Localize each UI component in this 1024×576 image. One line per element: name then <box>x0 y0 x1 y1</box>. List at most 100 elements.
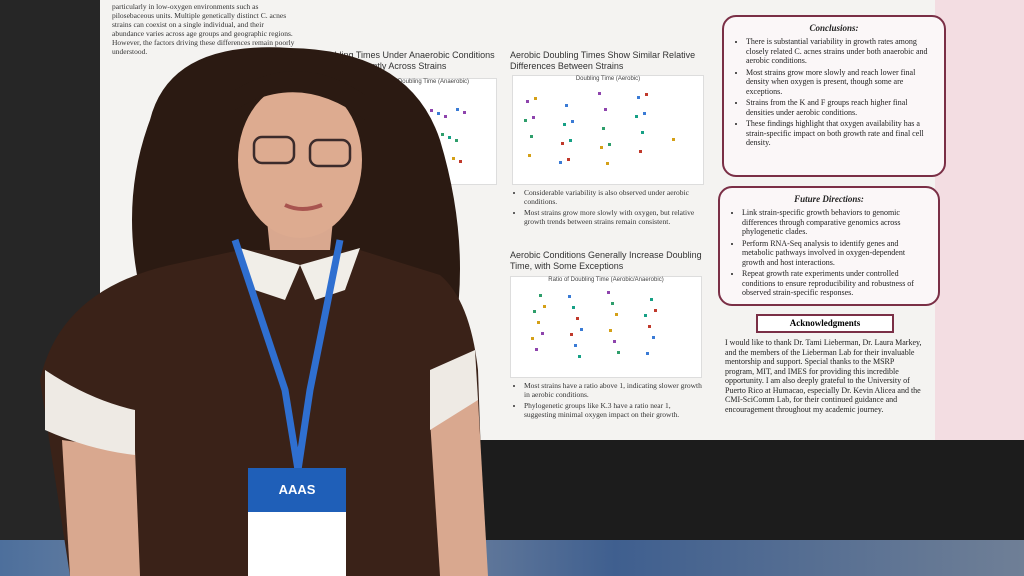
chart-dot <box>463 111 466 114</box>
chart-dot <box>609 329 612 332</box>
glasses <box>308 138 352 168</box>
bullet: Most strains grow more slowly and reach … <box>746 68 934 97</box>
chart-dot <box>459 160 462 163</box>
chart-title: Doubling Time (Anaerobic) <box>397 79 470 85</box>
cuff <box>45 370 135 455</box>
chart-dot <box>643 112 646 115</box>
intro-text: particularly in low-oxygen environments … <box>112 2 295 56</box>
chart-dot <box>602 127 605 130</box>
chart-dot <box>637 96 640 99</box>
cuff <box>430 350 478 430</box>
chart-dot <box>576 317 579 320</box>
chart-dot <box>635 115 638 118</box>
bullet: Most strains grow more slowly with oxyge… <box>524 208 704 226</box>
chart-dot <box>639 150 642 153</box>
panel-title: Doubling Times Under Anaerobic Condition… <box>318 50 495 71</box>
chart-dot <box>611 302 614 305</box>
bullet: Perform RNA-Seq analysis to identify gen… <box>742 239 928 268</box>
bullet-list: Most strains have a ratio above 1, indic… <box>512 381 704 421</box>
chart-dot <box>452 157 455 160</box>
bullet: Phylogenetic groups like K.3 have a rati… <box>524 401 704 419</box>
chart-dot <box>580 328 583 331</box>
acknowledgments-text: I would like to thank Dr. Tami Lieberman… <box>725 338 922 414</box>
neighbor-poster <box>935 0 1024 440</box>
bullet: Strains from the K and F groups reach hi… <box>746 98 934 117</box>
glasses <box>252 135 296 165</box>
chart-dot <box>561 142 564 145</box>
bullet: These findings highlight that oxygen ava… <box>746 119 934 148</box>
chart-dot <box>572 306 575 309</box>
bullet: Link strain-specific growth behaviors to… <box>742 208 928 237</box>
chart-dot <box>574 344 577 347</box>
bullet-list: Considerable variability is also observe… <box>512 188 704 228</box>
chart-dot <box>654 309 657 312</box>
box-title: Conclusions: <box>809 23 859 33</box>
badge-logo: AAAS <box>248 468 346 512</box>
lanyard <box>231 238 344 471</box>
future-box: Future Directions: Link strain-specific … <box>718 186 940 306</box>
chart: Doubling Time (Aerobic) <box>512 75 704 185</box>
panel-title: Aerobic Conditions Generally Increase Do… <box>510 250 702 271</box>
bullet: Repeat growth rate experiments under con… <box>742 269 928 298</box>
chart-dot <box>606 162 609 165</box>
bullet: Considerable variability is also observe… <box>524 188 704 206</box>
chart-dot <box>444 115 447 118</box>
chart-dot <box>524 119 527 122</box>
chart-dot <box>607 291 610 294</box>
chart-dot <box>578 355 581 358</box>
chart-dot <box>645 93 648 96</box>
hair <box>235 71 365 120</box>
bullet: Most strains have a ratio above 1, indic… <box>524 381 704 399</box>
chart-dot <box>646 352 649 355</box>
chart-dot <box>534 97 537 100</box>
chart-dot <box>652 336 655 339</box>
chart-dot <box>531 337 534 340</box>
chart-dot <box>437 112 440 115</box>
chart-dot <box>617 351 620 354</box>
chart: Ratio of Doubling Time (Aerobic/Anaerobi… <box>510 276 702 378</box>
dress <box>40 250 485 576</box>
chart-dot <box>430 109 433 112</box>
chart-dot <box>570 333 573 336</box>
bullet: There is substantial variability in grow… <box>746 37 934 66</box>
chart-dot <box>600 146 603 149</box>
chart-dot <box>563 123 566 126</box>
panel-title: Aerobic Doubling Times Show Similar Rela… <box>510 50 696 71</box>
chart-dot <box>650 298 653 301</box>
chart-dot <box>569 139 572 142</box>
chart-dot <box>448 136 451 139</box>
chart-dot <box>672 138 675 141</box>
chart-title: Ratio of Doubling Time (Aerobic/Anaerobi… <box>548 277 664 283</box>
chart-dot <box>456 108 459 111</box>
conclusions-box: Conclusions: There is substantial variab… <box>722 15 946 177</box>
chart-dot <box>455 139 458 142</box>
chart-title: Doubling Time (Aerobic) <box>575 76 641 82</box>
chart-dot <box>528 154 531 157</box>
chart-dot <box>565 104 568 107</box>
arm <box>430 400 488 576</box>
chart-dot <box>539 294 542 297</box>
chart-dot <box>644 314 647 317</box>
chart-dot <box>613 340 616 343</box>
chart-dot <box>541 332 544 335</box>
chart-dot <box>530 135 533 138</box>
chart-dot <box>608 143 611 146</box>
chart-dot <box>604 108 607 111</box>
chart-plot <box>531 291 657 358</box>
chart-dot <box>543 305 546 308</box>
chart-dot <box>441 133 444 136</box>
box-title: Future Directions: <box>794 194 864 204</box>
chart-dot <box>598 92 601 95</box>
chart-plot <box>524 92 675 165</box>
arm <box>62 440 140 576</box>
chart-dot <box>559 161 562 164</box>
chart-dot <box>648 325 651 328</box>
chart-dot <box>568 295 571 298</box>
chart-dot <box>532 116 535 119</box>
chart-dot <box>533 310 536 313</box>
chart-dot <box>641 131 644 134</box>
face <box>238 82 362 238</box>
chart-dot <box>535 348 538 351</box>
